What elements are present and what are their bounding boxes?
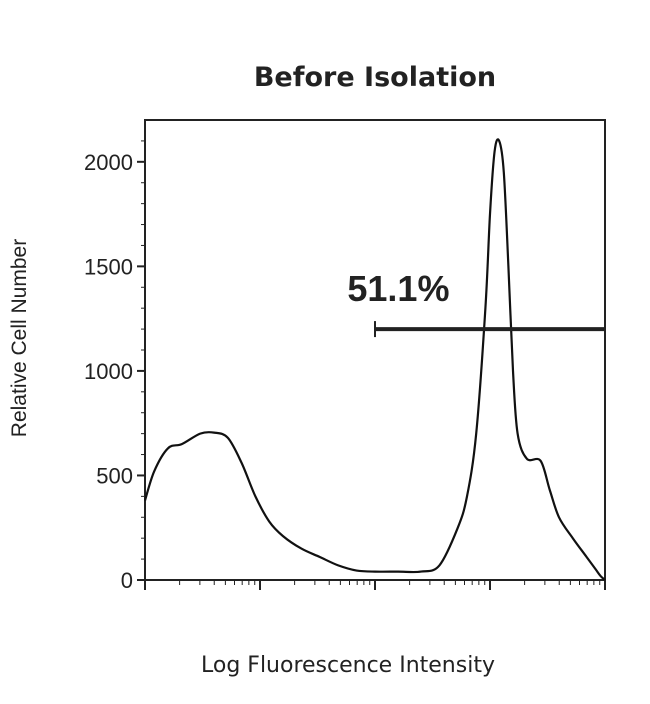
y-ticks: 0 500 1000 1500 2000 bbox=[84, 140, 145, 593]
y-tick-label: 500 bbox=[96, 463, 133, 488]
gate-percentage-label: 51.1% bbox=[347, 268, 449, 309]
gate-marker bbox=[374, 321, 606, 338]
histogram-line bbox=[143, 138, 606, 581]
chart-title: Before Isolation bbox=[253, 62, 497, 93]
y-tick-label: 0 bbox=[121, 568, 133, 593]
y-tick-label: 2000 bbox=[84, 150, 133, 175]
plot-frame bbox=[144, 119, 606, 581]
x-axis-label: Log Fluorescence Intensity bbox=[201, 653, 495, 678]
x-ticks bbox=[144, 580, 606, 590]
y-tick-label: 1500 bbox=[84, 254, 133, 279]
y-tick-label: 1000 bbox=[84, 359, 133, 384]
